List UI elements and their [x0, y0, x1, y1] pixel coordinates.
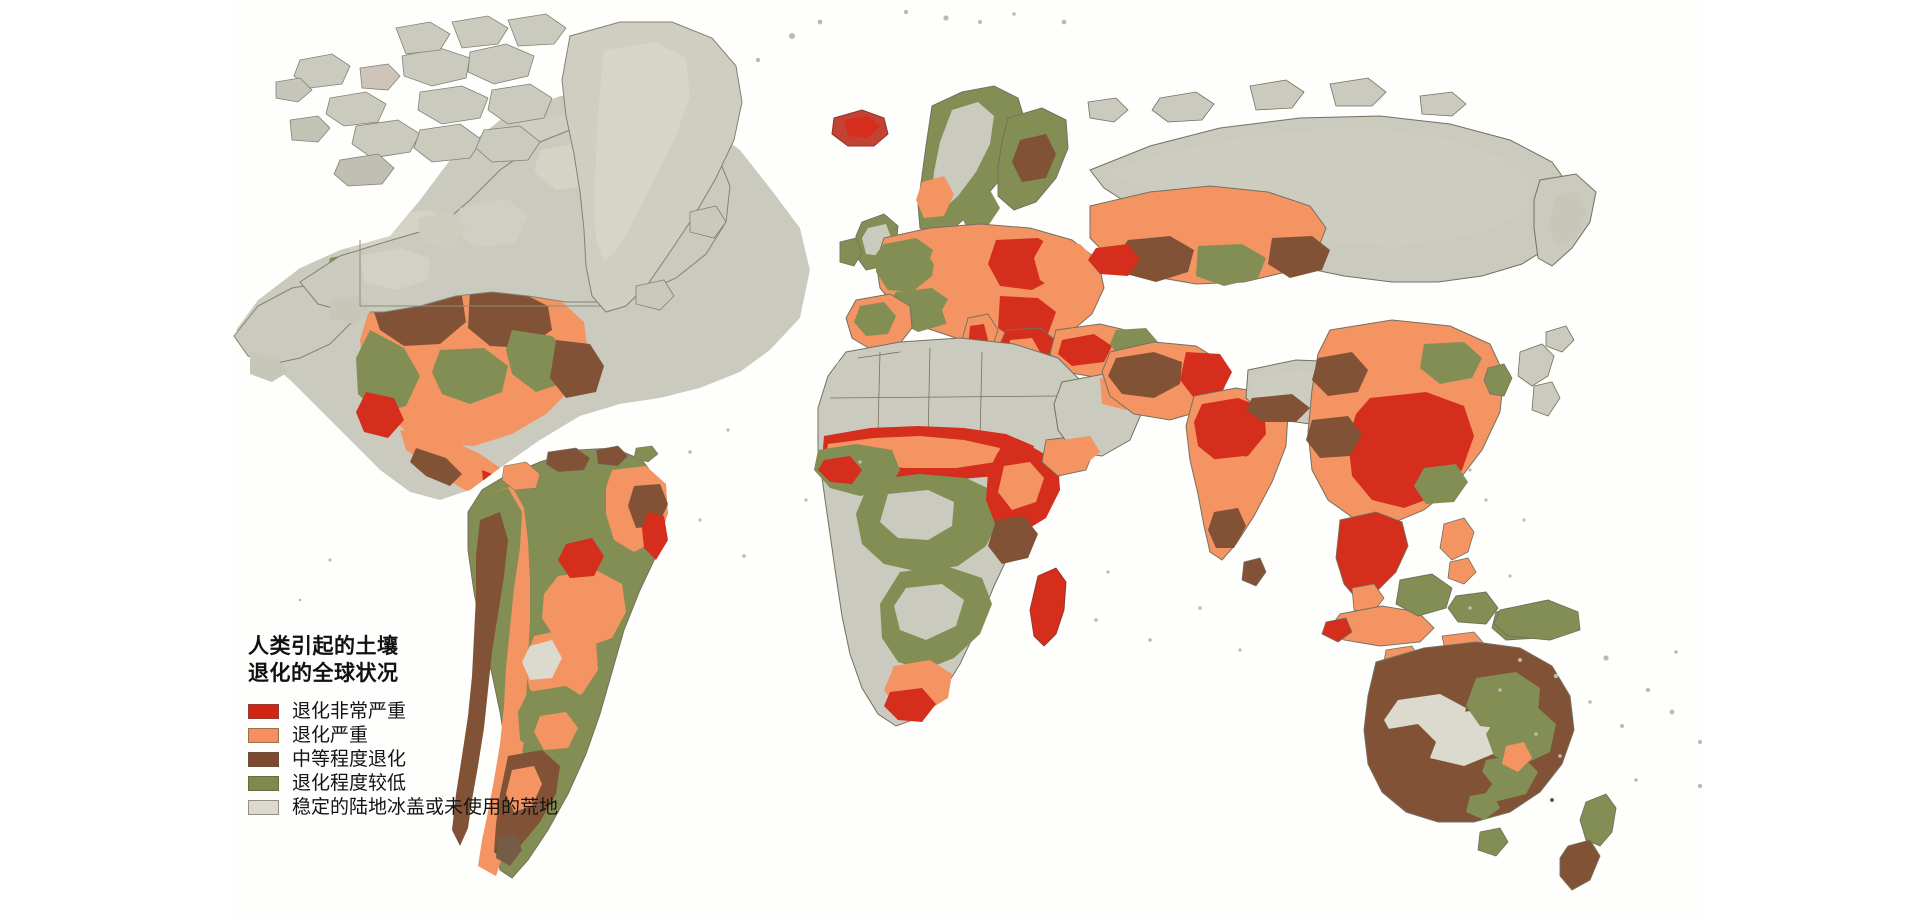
legend-label-severe: 退化严重 [292, 725, 369, 747]
legend-item-list: 退化非常严重 退化严重 中等程度退化 退化程度较低 稳定的陆地冰盖或未使用的荒地 [248, 700, 558, 820]
legend-swatch-stable [248, 800, 279, 816]
legend-item-very-severe: 退化非常严重 [248, 700, 558, 724]
region-australia [298, 9, 1703, 891]
legend-item-severe: 退化严重 [248, 724, 558, 748]
legend-item-moderate: 中等程度退化 [248, 748, 558, 772]
legend-item-stable: 稳定的陆地冰盖或未使用的荒地 [248, 796, 558, 820]
legend-title-line-2: 退化的全球状况 [248, 661, 399, 685]
legend-swatch-very-severe [248, 704, 279, 720]
region-canadian-arctic [275, 13, 567, 187]
legend-title: 人类引起的土壤 退化的全球状况 [248, 634, 558, 688]
region-south-america [452, 445, 668, 879]
legend-title-line-1: 人类引起的土壤 [248, 635, 399, 658]
legend-label-moderate: 中等程度退化 [292, 749, 407, 771]
region-iceland [831, 109, 889, 147]
legend-item-low: 退化程度较低 [248, 772, 558, 796]
map-legend: 人类引起的土壤 退化的全球状况 退化非常严重 退化严重 中等程度退化 退化程度较… [248, 634, 558, 820]
region-africa [814, 337, 1143, 727]
region-greenland [561, 21, 743, 313]
legend-swatch-severe [248, 728, 279, 744]
map-paper-texture [230, 0, 1700, 920]
region-asia [1087, 77, 1597, 671]
legend-label-low: 退化程度较低 [292, 773, 407, 795]
legend-label-stable: 稳定的陆地冰盖或未使用的荒地 [292, 797, 559, 819]
legend-label-very-severe: 退化非常严重 [292, 701, 407, 723]
legend-swatch-moderate [248, 752, 279, 768]
legend-swatch-low [248, 776, 279, 792]
